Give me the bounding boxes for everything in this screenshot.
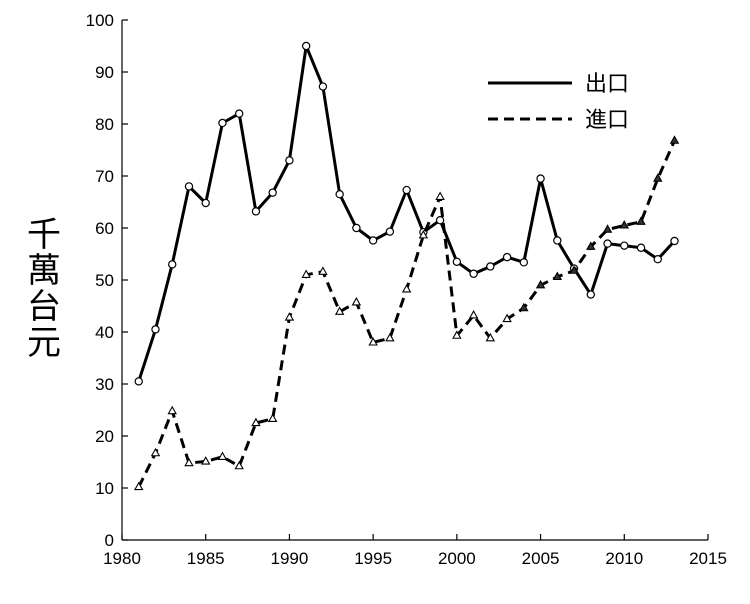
data-point-export — [218, 118, 227, 128]
data-point-export — [134, 377, 143, 386]
legend: 出口 進口 — [488, 72, 629, 133]
data-point-export — [435, 215, 445, 225]
x-tick-label: 1990 — [271, 549, 309, 568]
y-axis-label-char: 元 — [27, 323, 61, 363]
data-point-import — [519, 302, 529, 312]
axes: 0 10 20 30 40 50 60 70 80 90 100 1980 1985 1990 1995 20… — [86, 11, 727, 568]
data-point-import — [535, 279, 546, 289]
y-tick-label: 100 — [86, 11, 114, 30]
data-point-import — [385, 332, 395, 342]
data-point-import — [636, 216, 646, 225]
data-point-import — [586, 241, 596, 250]
data-point-import — [669, 135, 680, 144]
data-point-import — [184, 457, 194, 467]
data-point-export — [184, 182, 194, 191]
data-point-import — [401, 284, 412, 293]
y-tick-label: 40 — [95, 323, 114, 342]
data-point-export — [469, 269, 478, 278]
data-point-import — [569, 265, 579, 274]
data-point-export — [502, 252, 512, 262]
y-tick-label: 90 — [95, 63, 114, 82]
data-point-export — [385, 227, 395, 236]
y-axis-label-char: 台 — [27, 287, 61, 327]
data-point-import — [200, 456, 211, 465]
data-point-import — [468, 310, 479, 319]
data-point-export — [151, 325, 160, 334]
x-tick-label: 1980 — [103, 549, 141, 568]
data-point-import — [134, 481, 144, 491]
y-tick-label: 20 — [95, 427, 114, 446]
data-point-import — [619, 220, 630, 229]
data-point-export — [201, 198, 210, 208]
data-point-export — [234, 109, 244, 118]
data-point-import — [368, 337, 378, 346]
data-point-import — [485, 332, 496, 342]
x-tick-label: 2000 — [438, 549, 476, 568]
data-point-export — [251, 207, 261, 216]
x-tick-label: 2005 — [522, 549, 560, 568]
data-point-export — [301, 41, 311, 51]
data-point-import — [452, 330, 462, 339]
data-point-export — [352, 223, 361, 233]
data-point-import — [284, 312, 295, 321]
y-tick-label: 50 — [95, 271, 114, 290]
x-tick-label: 1995 — [354, 549, 392, 568]
data-point-import — [418, 229, 429, 239]
data-point-export — [536, 174, 545, 183]
data-point-export — [402, 185, 411, 195]
data-point-import — [167, 405, 177, 415]
legend-label-export: 出口 — [585, 72, 629, 97]
data-point-import — [502, 313, 512, 323]
data-point-export — [620, 241, 629, 250]
data-point-export — [519, 258, 529, 267]
data-point-export — [368, 236, 378, 245]
data-point-import — [267, 413, 278, 422]
y-tick-label: 80 — [95, 115, 114, 134]
y-tick-label: 10 — [95, 479, 114, 498]
y-tick-label: 0 — [105, 531, 114, 550]
y-tick-label: 60 — [95, 219, 114, 238]
x-tick-label: 1985 — [187, 549, 225, 568]
data-point-export — [318, 82, 328, 91]
data-point-import — [602, 224, 613, 233]
x-tick-label: 2015 — [689, 549, 727, 568]
data-point-import — [251, 417, 261, 427]
data-point-export — [586, 290, 596, 299]
data-point-import — [552, 271, 563, 281]
data-point-export — [168, 260, 177, 269]
y-tick-label: 70 — [95, 167, 114, 186]
data-point-export — [653, 255, 662, 264]
data-point-export — [335, 189, 344, 199]
y-tick-label: 30 — [95, 375, 114, 394]
data-point-import — [217, 451, 228, 460]
data-point-export — [636, 243, 646, 252]
data-point-import — [653, 173, 663, 182]
y-axis-label-char: 萬 — [27, 251, 61, 291]
data-point-export — [268, 188, 277, 197]
data-point-export — [452, 257, 462, 266]
data-point-export — [603, 239, 612, 248]
data-point-import — [150, 447, 161, 457]
y-axis-label-char: 千 — [27, 215, 61, 255]
data-point-import — [435, 191, 445, 200]
data-point-import — [351, 297, 362, 306]
data-point-import — [334, 306, 345, 315]
data-point-export — [285, 156, 294, 165]
data-point-import — [318, 266, 328, 275]
data-point-import — [234, 460, 244, 470]
data-point-import — [301, 269, 311, 278]
x-tick-label: 2010 — [605, 549, 643, 568]
legend-label-import: 進口 — [585, 108, 629, 133]
data-point-export — [486, 262, 495, 271]
data-point-export — [670, 236, 679, 246]
data-point-export — [553, 236, 562, 245]
series-layer — [134, 41, 680, 491]
